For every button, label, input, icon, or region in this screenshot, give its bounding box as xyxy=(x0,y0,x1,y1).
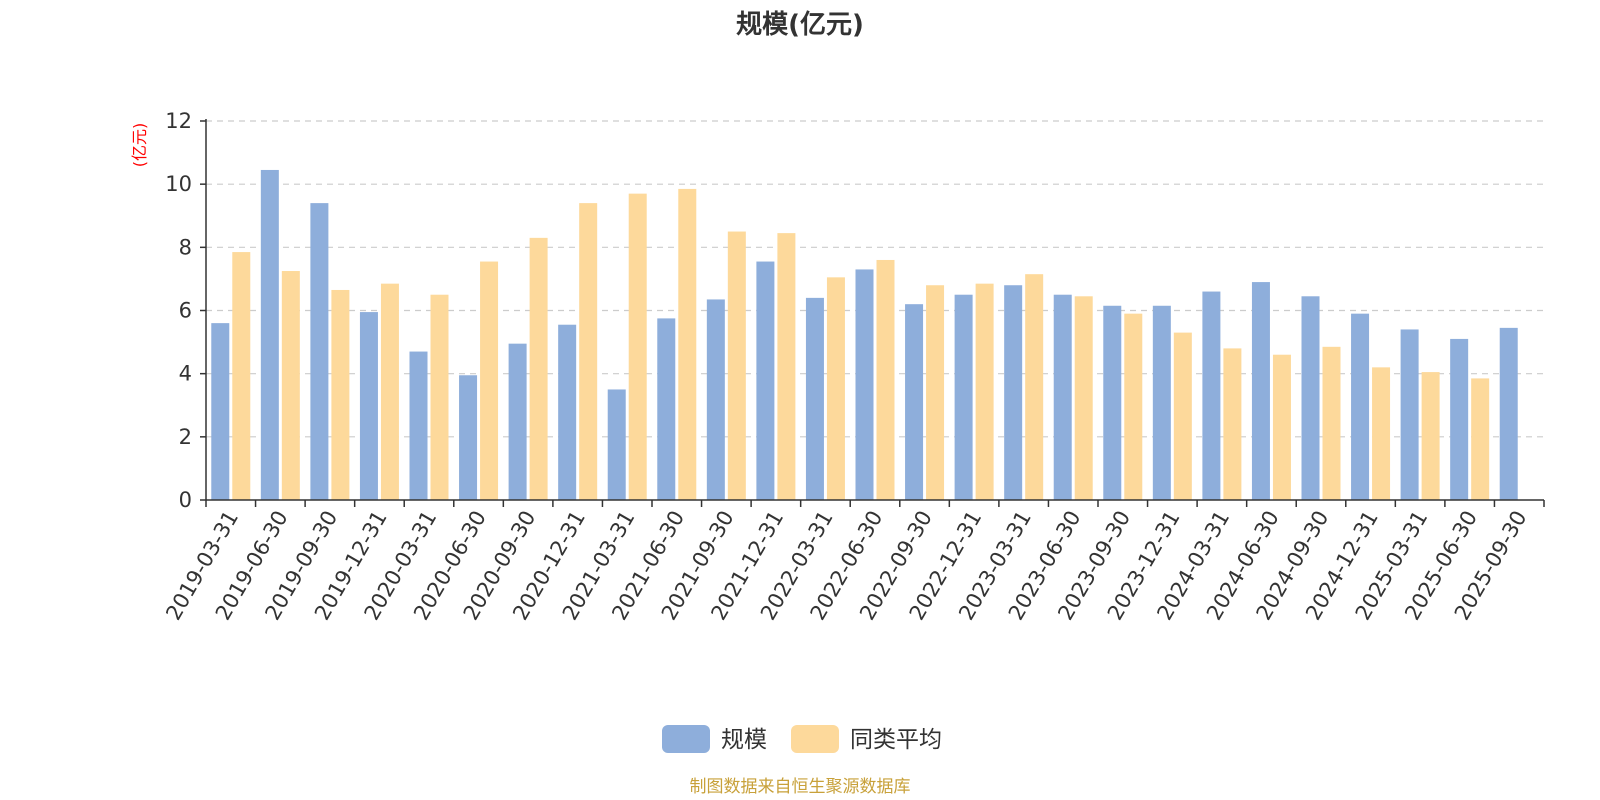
bar-peer-average[interactable] xyxy=(1173,332,1192,500)
bar-scale[interactable] xyxy=(508,343,527,500)
bar-peer-average[interactable] xyxy=(926,285,945,500)
legend-swatch xyxy=(662,725,710,753)
bar-peer-average[interactable] xyxy=(975,283,994,500)
bar-peer-average[interactable] xyxy=(380,283,399,500)
bar-scale[interactable] xyxy=(1301,296,1320,500)
bar-peer-average[interactable] xyxy=(826,277,845,500)
y-tick-label: 8 xyxy=(179,235,192,259)
legend-swatch xyxy=(791,725,839,753)
bar-scale[interactable] xyxy=(1251,282,1270,500)
axes xyxy=(205,119,1545,507)
chart-title: 规模(亿元) xyxy=(736,10,864,40)
bar-scale[interactable] xyxy=(756,261,775,500)
bar-peer-average[interactable] xyxy=(579,203,598,500)
bar-scale[interactable] xyxy=(1004,285,1023,500)
bar-scale[interactable] xyxy=(1103,305,1122,500)
bar-scale[interactable] xyxy=(905,304,924,500)
bar-peer-average[interactable] xyxy=(1322,346,1341,500)
bar-scale[interactable] xyxy=(1351,313,1370,500)
legend[interactable]: 规模 同类平均 xyxy=(662,725,942,753)
bar-peer-average[interactable] xyxy=(1421,372,1440,500)
bar-scale[interactable] xyxy=(359,312,378,500)
bar-peer-average[interactable] xyxy=(777,233,796,500)
bar-peer-average[interactable] xyxy=(1124,313,1143,500)
bar-scale[interactable] xyxy=(409,351,428,500)
bar-scale[interactable] xyxy=(1499,327,1518,500)
bar-peer-average[interactable] xyxy=(1025,274,1044,500)
legend-label: 同类平均 xyxy=(850,727,942,753)
bar-scale[interactable] xyxy=(805,297,824,500)
bar-peer-average[interactable] xyxy=(628,193,647,500)
y-tick-label: 4 xyxy=(179,362,192,386)
x-tick-labels: 2019-03-312019-06-302019-09-302019-12-31… xyxy=(161,507,1531,625)
legend-label: 规模 xyxy=(721,727,767,753)
bar-scale[interactable] xyxy=(954,294,973,500)
legend-item-peer-average[interactable]: 同类平均 xyxy=(791,725,942,753)
bar-peer-average[interactable] xyxy=(331,289,350,500)
bar-peer-average[interactable] xyxy=(1471,378,1490,500)
bar-scale[interactable] xyxy=(558,324,577,500)
bar-scale[interactable] xyxy=(1053,294,1072,500)
y-axis-label: (亿元) xyxy=(130,123,149,168)
bar-peer-average[interactable] xyxy=(480,261,499,500)
bar-peer-average[interactable] xyxy=(232,252,251,500)
bar-scale[interactable] xyxy=(607,389,626,500)
bar-scale[interactable] xyxy=(1152,305,1171,500)
bar-scale[interactable] xyxy=(657,318,676,500)
bar-scale[interactable] xyxy=(706,299,725,500)
y-tick-label: 2 xyxy=(179,425,192,449)
bars-group xyxy=(211,169,1518,500)
bar-scale[interactable] xyxy=(855,269,874,500)
gridlines xyxy=(206,120,1544,438)
bar-peer-average[interactable] xyxy=(1223,348,1242,500)
bar-scale[interactable] xyxy=(1202,291,1221,500)
y-tick-label: 10 xyxy=(165,172,192,196)
y-tick-label: 12 xyxy=(165,109,192,133)
bar-scale[interactable] xyxy=(260,169,279,500)
legend-item-scale[interactable]: 规模 xyxy=(662,725,767,753)
bar-peer-average[interactable] xyxy=(727,231,746,500)
bar-scale[interactable] xyxy=(1400,329,1419,500)
bar-peer-average[interactable] xyxy=(529,237,548,500)
y-tick-labels: 0 2 4 6 8 10 12 xyxy=(165,109,206,512)
y-tick-label: 6 xyxy=(179,299,192,323)
bar-peer-average[interactable] xyxy=(1372,367,1391,500)
source-note: 制图数据来自恒生聚源数据库 xyxy=(690,777,911,797)
bar-peer-average[interactable] xyxy=(281,271,300,500)
y-tick-label: 0 xyxy=(179,488,192,512)
bar-peer-average[interactable] xyxy=(678,188,697,500)
bar-peer-average[interactable] xyxy=(1074,296,1093,500)
bar-scale[interactable] xyxy=(1450,338,1469,500)
bar-scale[interactable] xyxy=(211,323,230,500)
bar-peer-average[interactable] xyxy=(430,294,449,500)
bar-scale[interactable] xyxy=(459,375,478,500)
bar-peer-average[interactable] xyxy=(1272,354,1291,500)
bar-scale[interactable] xyxy=(310,203,329,500)
bar-peer-average[interactable] xyxy=(876,259,895,500)
